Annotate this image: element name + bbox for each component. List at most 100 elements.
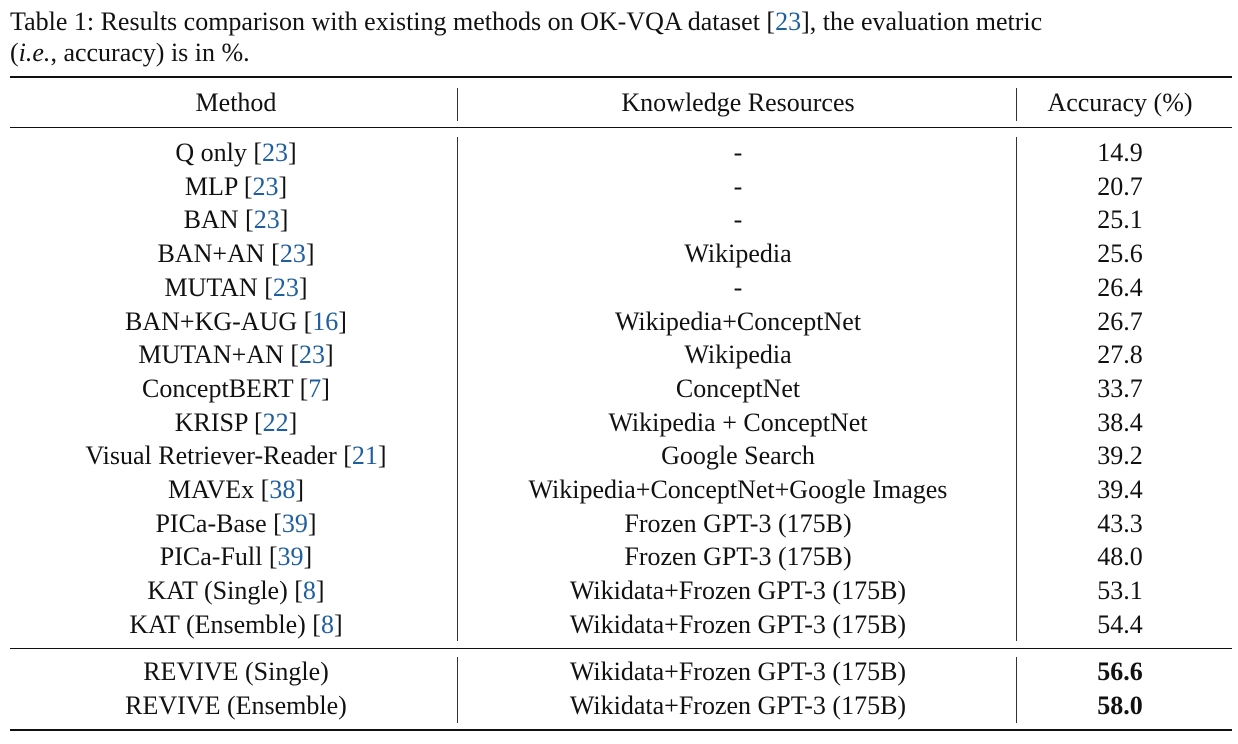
knowledge-cell: Wikipedia [684, 340, 792, 369]
citation-link[interactable]: 23 [253, 205, 280, 234]
method-name: Q only [175, 138, 247, 167]
header-divider-right [1016, 88, 1017, 121]
method-cell: BAN [23] [183, 205, 289, 234]
method-name: KRISP [174, 408, 248, 437]
ours-method-cell: REVIVE (Single) [143, 657, 329, 686]
knowledge-cell: - [733, 205, 743, 234]
method-cell: PICa-Base [39] [155, 509, 317, 538]
knowledge-cell: Google Search [661, 441, 815, 470]
citation-link[interactable]: 39 [281, 509, 308, 538]
accuracy-cell: 14.9 [1097, 138, 1143, 167]
citation-link[interactable]: 21 [351, 441, 378, 470]
accuracy-cell: 27.8 [1097, 340, 1143, 369]
table-top-rule [10, 76, 1232, 78]
citation-link[interactable]: 39 [277, 542, 304, 571]
accuracy-cell: 25.1 [1097, 205, 1143, 234]
knowledge-cell: Wikipedia+ConceptNet [614, 307, 862, 336]
knowledge-cell: Wikidata+Frozen GPT-3 (175B) [569, 576, 907, 605]
method-name: PICa-Full [159, 542, 263, 571]
method-cell: BAN+AN [23] [157, 239, 315, 268]
method-cell: KRISP [22] [174, 408, 298, 437]
body-divider-right [1016, 137, 1017, 641]
method-cell: MUTAN [23] [164, 273, 308, 302]
ours-divider-left [457, 657, 458, 723]
knowledge-cell: Wikidata+Frozen GPT-3 (175B) [569, 610, 907, 639]
citation-link[interactable]: 8 [320, 610, 334, 639]
method-name: PICa-Base [155, 509, 267, 538]
accuracy-cell: 53.1 [1097, 576, 1143, 605]
method-name: BAN+KG-AUG [125, 307, 298, 336]
caption-ie: i.e. [18, 38, 51, 67]
ours-accuracy-cell: 58.0 [1097, 691, 1143, 720]
citation-link[interactable]: 23 [272, 273, 299, 302]
accuracy-cell: 33.7 [1097, 374, 1143, 403]
knowledge-cell: ConceptNet [675, 374, 801, 403]
citation-link[interactable]: 22 [262, 408, 289, 437]
header-rule [10, 127, 1232, 128]
accuracy-cell: 39.4 [1097, 475, 1143, 504]
method-name: MUTAN [164, 273, 258, 302]
ours-knowledge-cell: Wikidata+Frozen GPT-3 (175B) [569, 691, 907, 720]
method-cell: MLP [23] [184, 172, 288, 201]
method-name: KAT (Ensemble) [129, 610, 306, 639]
method-name: BAN [183, 205, 239, 234]
citation-link[interactable]: 23 [252, 172, 279, 201]
caption-label: Table 1: [10, 7, 95, 36]
ours-divider-right [1016, 657, 1017, 723]
accuracy-cell: 38.4 [1097, 408, 1143, 437]
accuracy-cell: 20.7 [1097, 172, 1143, 201]
knowledge-cell: Wikipedia [684, 239, 792, 268]
accuracy-cell: 54.4 [1097, 610, 1143, 639]
citation-link[interactable]: 23 [279, 239, 306, 268]
knowledge-cell: Frozen GPT-3 (175B) [624, 509, 852, 538]
caption-text: Results comparison with existing methods… [94, 7, 776, 36]
method-name: MAVEx [167, 475, 255, 504]
method-cell: KAT (Single) [8] [147, 576, 325, 605]
method-cell: Visual Retriever-Reader [21] [85, 441, 387, 470]
header-knowledge-resources: Knowledge Resources [621, 88, 855, 117]
header-divider-left [457, 88, 458, 121]
header-accuracy: Accuracy (%) [1047, 88, 1193, 117]
knowledge-cell: Wikipedia+ConceptNet+Google Images [528, 475, 948, 504]
method-name: KAT (Single) [147, 576, 288, 605]
table-caption: Table 1: Results comparison with existin… [10, 6, 1236, 68]
caption-paren: ( [10, 38, 19, 67]
caption-line-2: (i.e., accuracy) is in %. [10, 37, 1236, 68]
knowledge-cell: - [733, 273, 743, 302]
accuracy-cell: 26.7 [1097, 307, 1143, 336]
method-cell: PICa-Full [39] [159, 542, 313, 571]
caption-line-1: Table 1: Results comparison with existin… [10, 6, 1236, 37]
method-cell: KAT (Ensemble) [8] [129, 610, 343, 639]
accuracy-cell: 48.0 [1097, 542, 1143, 571]
citation-link[interactable]: 38 [269, 475, 296, 504]
table-bottom-rule [10, 729, 1232, 731]
method-name: MUTAN+AN [138, 340, 284, 369]
method-name: MLP [184, 172, 238, 201]
caption-citation-link[interactable]: 23 [775, 7, 802, 36]
ours-method-cell: REVIVE (Ensemble) [125, 691, 347, 720]
method-name: ConceptBERT [142, 374, 294, 403]
method-name: BAN+AN [157, 239, 265, 268]
ours-separator-rule [10, 648, 1232, 649]
header-method: Method [195, 88, 277, 117]
caption-line-2-text: , accuracy) is in %. [50, 38, 250, 67]
ours-knowledge-cell: Wikidata+Frozen GPT-3 (175B) [569, 657, 907, 686]
method-cell: BAN+KG-AUG [16] [125, 307, 347, 336]
method-cell: MAVEx [38] [167, 475, 305, 504]
citation-link[interactable]: 23 [262, 138, 288, 167]
citation-link[interactable]: 8 [302, 576, 316, 605]
accuracy-cell: 39.2 [1097, 441, 1143, 470]
method-cell: MUTAN+AN [23] [138, 340, 334, 369]
accuracy-cell: 26.4 [1097, 273, 1143, 302]
knowledge-cell: - [733, 138, 743, 167]
citation-link[interactable]: 23 [298, 340, 325, 369]
citation-link[interactable]: 7 [308, 374, 322, 403]
knowledge-cell: - [733, 172, 743, 201]
citation-link[interactable]: 16 [312, 307, 339, 336]
ours-accuracy-cell: 56.6 [1097, 657, 1143, 686]
accuracy-cell: 43.3 [1097, 509, 1143, 538]
accuracy-cell: 25.6 [1097, 239, 1143, 268]
body-divider-left [457, 137, 458, 641]
method-name: Visual Retriever-Reader [85, 441, 337, 470]
caption-text-end: ], the evaluation metric [801, 7, 1043, 36]
